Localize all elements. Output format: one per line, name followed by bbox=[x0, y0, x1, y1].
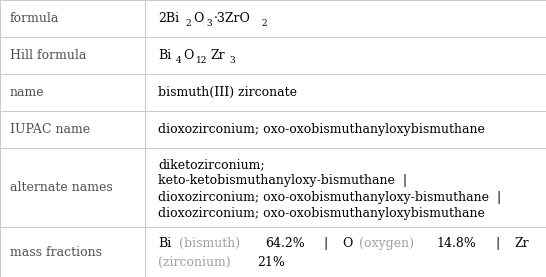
Text: formula: formula bbox=[10, 12, 59, 25]
Text: 2: 2 bbox=[261, 19, 266, 28]
Text: |: | bbox=[488, 237, 508, 250]
Text: 2: 2 bbox=[186, 19, 191, 28]
Text: 2Bi: 2Bi bbox=[158, 12, 180, 25]
Text: Bi: Bi bbox=[158, 49, 171, 62]
Text: IUPAC name: IUPAC name bbox=[10, 123, 90, 136]
Text: 12: 12 bbox=[196, 56, 207, 65]
Text: 3: 3 bbox=[206, 19, 212, 28]
Text: keto-ketobismuthanyloxy-bismuthane  |: keto-ketobismuthanyloxy-bismuthane | bbox=[158, 175, 407, 188]
Text: Zr: Zr bbox=[514, 237, 529, 250]
Text: (oxygen): (oxygen) bbox=[355, 237, 418, 250]
Text: 14.8%: 14.8% bbox=[437, 237, 477, 250]
Text: 4: 4 bbox=[175, 56, 181, 65]
Text: Hill formula: Hill formula bbox=[10, 49, 86, 62]
Text: dioxozirconium; oxo-oxobismuthanyloxybismuthane: dioxozirconium; oxo-oxobismuthanyloxybis… bbox=[158, 123, 485, 136]
Text: |: | bbox=[316, 237, 336, 250]
Text: alternate names: alternate names bbox=[10, 181, 112, 194]
Text: dioxozirconium; oxo-oxobismuthanyloxybismuthane: dioxozirconium; oxo-oxobismuthanyloxybis… bbox=[158, 207, 485, 220]
Text: ·3ZrO: ·3ZrO bbox=[213, 12, 251, 25]
Text: dioxozirconium; oxo-oxobismuthanyloxy-bismuthane  |: dioxozirconium; oxo-oxobismuthanyloxy-bi… bbox=[158, 191, 502, 204]
Text: O: O bbox=[342, 237, 352, 250]
Text: Bi: Bi bbox=[158, 237, 171, 250]
Text: (bismuth): (bismuth) bbox=[175, 237, 245, 250]
Text: name: name bbox=[10, 86, 44, 99]
Text: 3: 3 bbox=[230, 56, 235, 65]
Text: Zr: Zr bbox=[211, 49, 225, 62]
Text: O: O bbox=[193, 12, 203, 25]
Text: 21%: 21% bbox=[257, 255, 285, 268]
Text: (zirconium): (zirconium) bbox=[158, 255, 235, 268]
Text: 64.2%: 64.2% bbox=[265, 237, 304, 250]
Text: bismuth(III) zirconate: bismuth(III) zirconate bbox=[158, 86, 298, 99]
Text: mass fractions: mass fractions bbox=[10, 245, 102, 258]
Text: O: O bbox=[183, 49, 193, 62]
Text: diketozirconium;: diketozirconium; bbox=[158, 158, 265, 171]
